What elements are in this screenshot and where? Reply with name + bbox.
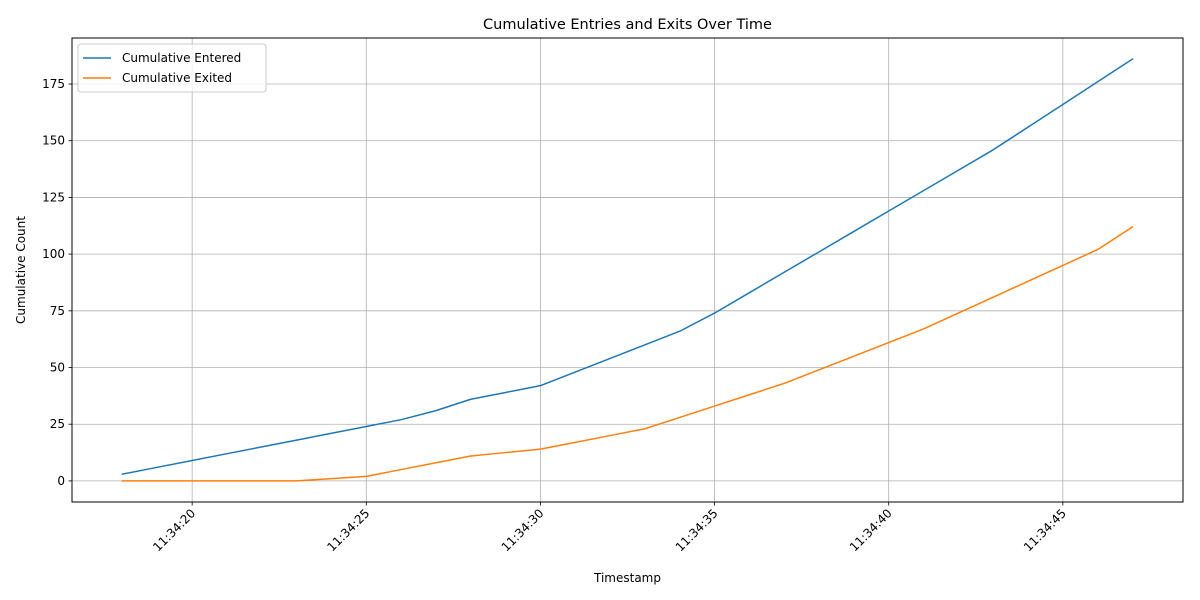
y-tick-label: 50 — [50, 361, 65, 375]
y-axis-title: Cumulative Count — [14, 216, 28, 324]
legend-box — [77, 43, 267, 93]
legend-label: Cumulative Exited — [122, 71, 232, 85]
series-line-cumulative-entered — [121, 58, 1134, 475]
plot-area-frame — [71, 37, 1184, 503]
series-line-cumulative-exited — [121, 225, 1134, 482]
legend: Cumulative Entered Cumulative Exited — [77, 43, 267, 93]
x-axis-title: Timestamp — [593, 571, 661, 585]
y-tick-label: 125 — [42, 190, 65, 204]
y-tick-label: 100 — [42, 247, 65, 261]
y-tick-label: 175 — [42, 77, 65, 91]
y-axis: 0 25 50 75 100 125 150 175 — [42, 77, 72, 488]
grid — [72, 38, 1183, 502]
chart-title: Cumulative Entries and Exits Over Time — [483, 17, 772, 33]
y-tick-label: 150 — [42, 134, 65, 148]
legend-label: Cumulative Entered — [122, 51, 241, 65]
series-lines — [121, 58, 1134, 482]
y-tick-label: 25 — [50, 417, 65, 431]
y-tick-label: 0 — [57, 474, 65, 488]
y-tick-label: 75 — [50, 304, 65, 318]
